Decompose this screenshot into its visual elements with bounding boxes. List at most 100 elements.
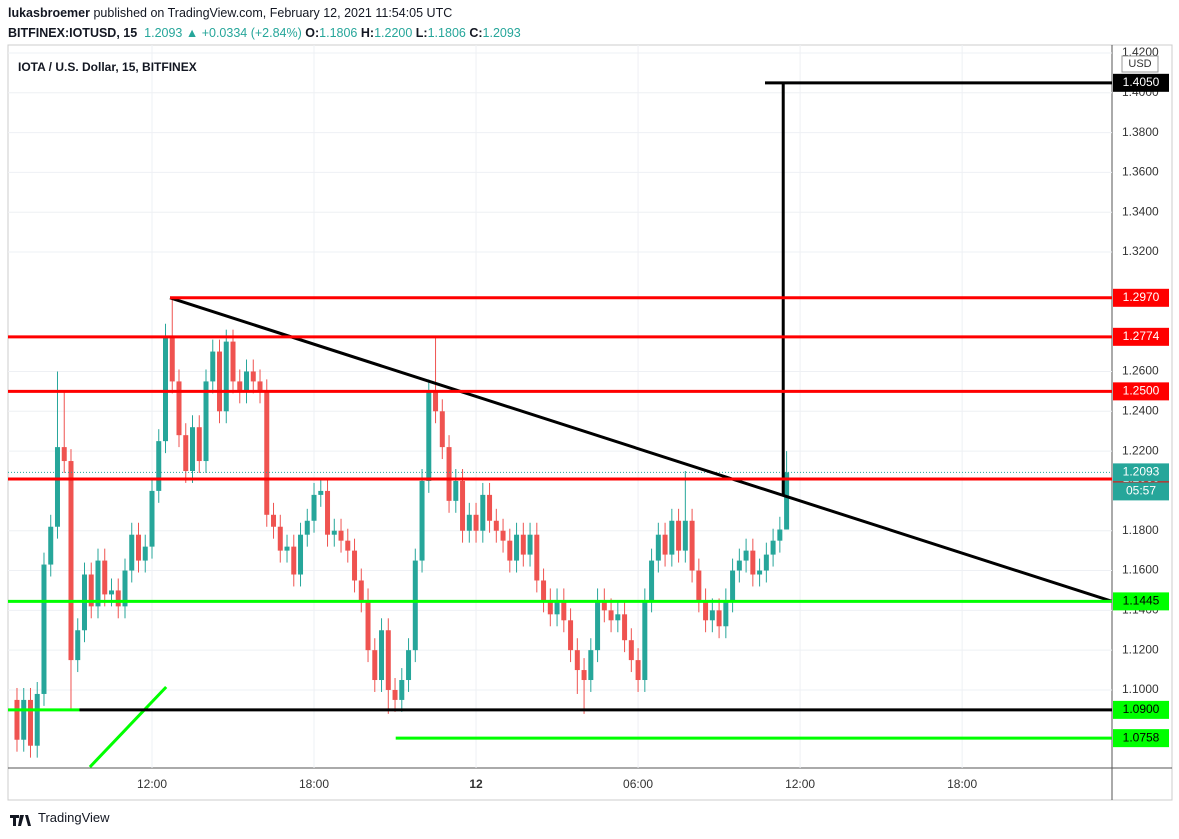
level-box bbox=[1113, 327, 1169, 346]
candle-body bbox=[142, 546, 148, 561]
candle-body bbox=[601, 600, 607, 611]
y-tick-label: 1.2400 bbox=[1122, 403, 1159, 417]
level-label: 1.0758 bbox=[1123, 730, 1160, 744]
candle-body bbox=[48, 526, 54, 565]
ohlc-value: 1.1806 bbox=[319, 26, 358, 40]
candle-body bbox=[676, 520, 682, 551]
chart-title: IOTA / U.S. Dollar, 15, BITFINEX bbox=[18, 60, 197, 74]
candle-body bbox=[34, 693, 40, 746]
y-tick-label: 1.1000 bbox=[1122, 682, 1159, 696]
candle-body bbox=[88, 574, 94, 607]
publish-line: lukasbroemer published on TradingView.co… bbox=[8, 6, 452, 20]
candle-body bbox=[750, 550, 756, 575]
candle-body bbox=[561, 600, 567, 621]
ohlc-value: 1.1806 bbox=[427, 26, 466, 40]
level-label: 1.2500 bbox=[1123, 384, 1160, 398]
candle-body bbox=[419, 480, 425, 561]
candle-body bbox=[372, 650, 378, 681]
candle-body bbox=[318, 490, 324, 495]
candle-body bbox=[433, 391, 439, 412]
x-tick-label: 18:00 bbox=[299, 777, 329, 791]
candle-body bbox=[682, 520, 688, 551]
candle-body bbox=[108, 590, 114, 595]
y-tick-label: 1.2200 bbox=[1122, 443, 1159, 457]
candle-body bbox=[196, 427, 202, 462]
chart: 1.42001.40001.38001.36001.34001.32001.26… bbox=[7, 44, 1173, 801]
candle-body bbox=[149, 490, 155, 547]
level-box bbox=[1113, 73, 1169, 92]
candle-body bbox=[655, 534, 661, 561]
x-tick-label: 12:00 bbox=[137, 777, 167, 791]
y-tick-label: 1.2600 bbox=[1122, 364, 1159, 378]
candle-body bbox=[642, 600, 648, 681]
level-label: 1.1445 bbox=[1123, 594, 1160, 608]
candle-body bbox=[183, 435, 189, 471]
y-tick-label: 1.3400 bbox=[1122, 204, 1159, 218]
candle-body bbox=[608, 610, 614, 621]
ohlc-label: C: bbox=[469, 26, 483, 40]
candle-body bbox=[723, 600, 729, 627]
x-tick-label: 12 bbox=[469, 777, 483, 791]
candle-body bbox=[129, 534, 135, 571]
candle-body bbox=[135, 534, 141, 561]
candle-body bbox=[68, 461, 74, 661]
currency-box bbox=[1121, 55, 1159, 73]
candle-body bbox=[763, 554, 769, 571]
candle-body bbox=[784, 472, 790, 530]
candle-body bbox=[649, 560, 655, 601]
candle-body bbox=[311, 494, 317, 521]
candle-body bbox=[743, 550, 749, 561]
candle-body bbox=[284, 546, 290, 551]
candle-body bbox=[156, 441, 162, 491]
candle-body bbox=[615, 614, 621, 621]
candle-body bbox=[338, 530, 344, 541]
candle-body bbox=[500, 530, 506, 541]
level-box bbox=[1113, 700, 1169, 719]
level-label: 1.2970 bbox=[1123, 290, 1160, 304]
candle-body bbox=[61, 447, 67, 462]
candle-body bbox=[534, 534, 540, 581]
candle-body bbox=[115, 590, 121, 607]
candle-body bbox=[169, 335, 175, 382]
candle-body bbox=[736, 560, 742, 571]
x-tick-label: 18:00 bbox=[947, 777, 977, 791]
currency: USD bbox=[1128, 58, 1151, 70]
candle-body bbox=[412, 560, 418, 651]
candle-body bbox=[622, 614, 628, 641]
ohlc-label: O: bbox=[305, 26, 320, 40]
ohlc-value: 1.2200 bbox=[374, 26, 413, 40]
candle-body bbox=[210, 351, 216, 382]
logo-icon bbox=[10, 815, 31, 826]
candle-body bbox=[41, 564, 47, 694]
candle-body bbox=[588, 650, 594, 681]
frame bbox=[7, 44, 1173, 801]
candle-body bbox=[507, 540, 513, 561]
candle-body bbox=[730, 570, 736, 601]
candle-body bbox=[345, 540, 351, 551]
candle-body bbox=[581, 670, 587, 681]
candle-body bbox=[480, 494, 486, 531]
candle-body bbox=[54, 447, 60, 527]
candle-body bbox=[163, 335, 169, 442]
candle-body bbox=[271, 514, 277, 527]
candle-body bbox=[102, 560, 108, 595]
candle-body bbox=[439, 411, 445, 448]
candle-body bbox=[527, 534, 533, 555]
drawing-line bbox=[169, 296, 1112, 603]
candle-body bbox=[770, 540, 776, 555]
candle-body bbox=[709, 610, 715, 621]
y-tick-label: 1.3200 bbox=[1122, 244, 1159, 258]
y-tick-label: 1.1200 bbox=[1122, 642, 1159, 656]
candle-body bbox=[304, 520, 310, 535]
candle-body bbox=[595, 600, 601, 651]
candle-body bbox=[21, 699, 27, 740]
grid bbox=[8, 45, 1112, 768]
plot bbox=[8, 81, 1112, 768]
drawing-line bbox=[88, 685, 168, 768]
countdown: 05:57 bbox=[1126, 484, 1156, 498]
candle-body bbox=[520, 534, 526, 555]
candle-body bbox=[703, 600, 709, 621]
x-tick-label: 06:00 bbox=[623, 777, 653, 791]
candle-body bbox=[237, 381, 243, 392]
